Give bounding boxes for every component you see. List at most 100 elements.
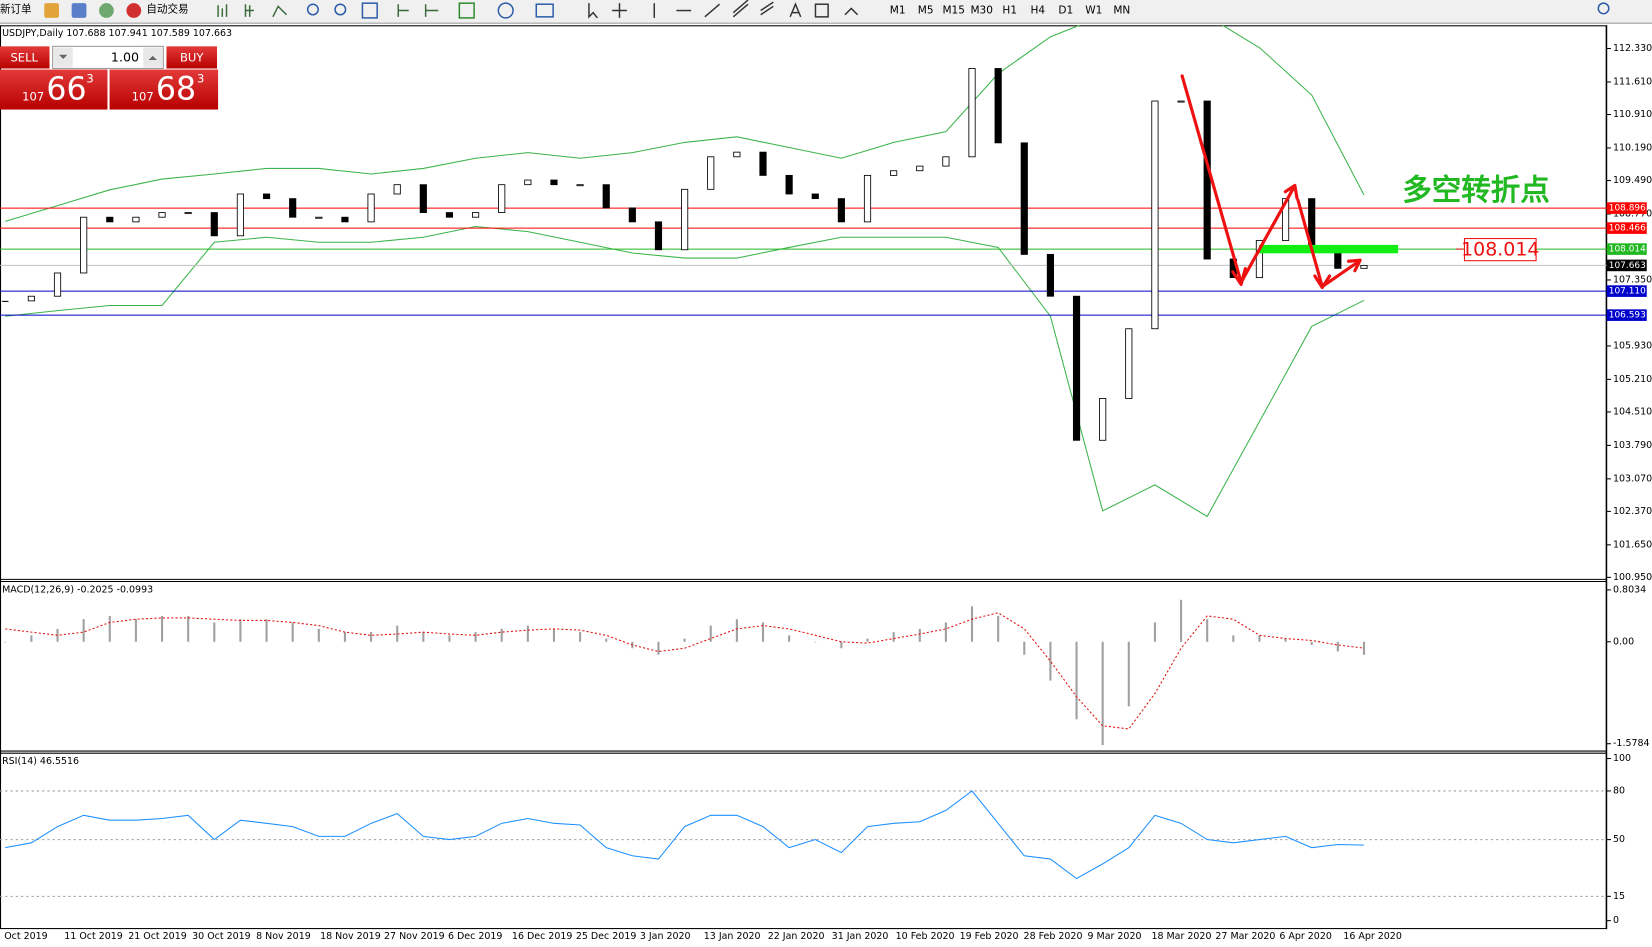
- y-tick-label: 110.910: [1613, 109, 1652, 120]
- y-tick-label: 112.330: [1613, 43, 1652, 54]
- candle: [942, 156, 950, 167]
- panel-title: USDJPY,Daily 107.688 107.941 107.589 107…: [2, 28, 232, 39]
- marker-box: [1463, 238, 1537, 262]
- macd-bar: [866, 638, 869, 642]
- icon[interactable]: [732, 0, 749, 18]
- icon[interactable]: [612, 3, 627, 18]
- macd-bar: [1258, 635, 1261, 642]
- x-tick-label: 18 Mar 2020: [1151, 931, 1211, 942]
- y-tick-label: 101.650: [1613, 539, 1652, 550]
- icon[interactable]: [99, 3, 114, 18]
- macd-bar: [526, 625, 529, 642]
- macd-bar: [1362, 641, 1366, 655]
- candle: [811, 193, 819, 200]
- buy-price-pips: 68: [156, 72, 196, 108]
- icon[interactable]: [306, 3, 319, 16]
- candle: [707, 156, 715, 190]
- icon[interactable]: [361, 2, 378, 19]
- macd-bar: [709, 625, 712, 642]
- y-tick-label: 105.210: [1613, 374, 1652, 385]
- macd-bar: [1049, 641, 1052, 681]
- macd-bar: [1153, 622, 1156, 642]
- y-tick-label: 80: [1613, 785, 1625, 796]
- icon[interactable]: [789, 2, 802, 18]
- x-tick-label: 27 Nov 2019: [384, 931, 445, 942]
- lots-input[interactable]: [52, 45, 164, 69]
- icon[interactable]: [497, 2, 514, 19]
- macd-bar: [500, 628, 503, 642]
- timeframe-button[interactable]: MN: [1113, 5, 1130, 17]
- icon[interactable]: [397, 4, 409, 17]
- panel-title: MACD(12,26,9) -0.2025 -0.0993: [2, 584, 153, 595]
- buy-button[interactable]: [166, 46, 218, 69]
- x-tick-label: 11 Oct 2019: [64, 931, 123, 942]
- candle: [759, 151, 767, 176]
- macd-bar: [814, 641, 817, 643]
- x-tick-label: 16 Dec 2019: [512, 931, 573, 942]
- rsi-line: [5, 790, 1364, 880]
- candle: [367, 193, 375, 223]
- x-tick-label: 27 Mar 2020: [1215, 931, 1275, 942]
- icon[interactable]: [217, 4, 228, 17]
- candle: [393, 184, 401, 195]
- auto-trading-button[interactable]: 自动交易: [146, 2, 188, 15]
- candle: [315, 216, 323, 219]
- icon[interactable]: [272, 5, 288, 18]
- timeframe-button[interactable]: M1: [890, 5, 906, 17]
- icon[interactable]: [458, 2, 475, 19]
- bollinger-band: [5, 25, 1365, 222]
- x-tick-label: 31 Jan 2020: [832, 931, 889, 942]
- buy-price[interactable]: [109, 69, 219, 110]
- y-tick-label: 100.950: [1613, 572, 1652, 583]
- candle: [837, 198, 845, 223]
- macd-bar: [4, 641, 7, 643]
- timeframe-button[interactable]: H4: [1030, 5, 1045, 17]
- macd-bar: [1310, 641, 1313, 646]
- timeframe-button[interactable]: M5: [918, 5, 934, 17]
- icon[interactable]: [44, 3, 59, 18]
- macd-bar: [1206, 619, 1209, 642]
- y-tick-label: 0.00: [1613, 636, 1634, 647]
- icon[interactable]: [71, 3, 87, 18]
- macd-bar: [761, 622, 765, 642]
- y-tick-label: 105.930: [1613, 340, 1652, 351]
- icon[interactable]: [424, 4, 439, 17]
- timeframe-button[interactable]: H1: [1002, 5, 1017, 17]
- icon[interactable]: [244, 4, 254, 17]
- candle: [1255, 240, 1264, 279]
- icon[interactable]: [844, 7, 859, 16]
- icon[interactable]: [814, 3, 829, 18]
- timeframe-button[interactable]: M30: [970, 5, 992, 17]
- candle: [1046, 253, 1054, 297]
- y-tick-label: 109.490: [1613, 175, 1652, 186]
- candle: [1177, 100, 1185, 103]
- sell-button[interactable]: [0, 46, 50, 69]
- icon[interactable]: [334, 3, 347, 16]
- macd-bar: [605, 638, 608, 642]
- chart-frame: [0, 25, 1607, 930]
- timeframe-button[interactable]: D1: [1058, 5, 1073, 17]
- level-label: 106.593: [1609, 311, 1646, 321]
- macd-bar: [448, 635, 451, 642]
- auto-trading-icon[interactable]: [126, 3, 142, 18]
- new-order-button[interactable]: 新订单: [0, 2, 32, 15]
- timeframe-button[interactable]: M15: [942, 5, 964, 17]
- buy-label[interactable]: BUY: [180, 50, 204, 64]
- icon[interactable]: [704, 3, 721, 18]
- timeframe-button[interactable]: W1: [1085, 5, 1102, 17]
- icon[interactable]: [588, 3, 598, 19]
- candle: [524, 179, 532, 186]
- sell-price[interactable]: [0, 69, 108, 110]
- lots-value[interactable]: 1.00: [111, 49, 139, 64]
- candle: [1020, 142, 1028, 255]
- icon[interactable]: [760, 1, 774, 16]
- macd-bar: [683, 638, 686, 642]
- macd-bar: [1232, 635, 1235, 642]
- candle: [785, 174, 793, 195]
- sell-label[interactable]: SELL: [10, 50, 38, 64]
- search-icon[interactable]: [1597, 2, 1610, 15]
- candle: [184, 212, 192, 215]
- y-tick-label: 0: [1613, 915, 1619, 926]
- icon[interactable]: [535, 3, 554, 18]
- icon: [148, 55, 157, 61]
